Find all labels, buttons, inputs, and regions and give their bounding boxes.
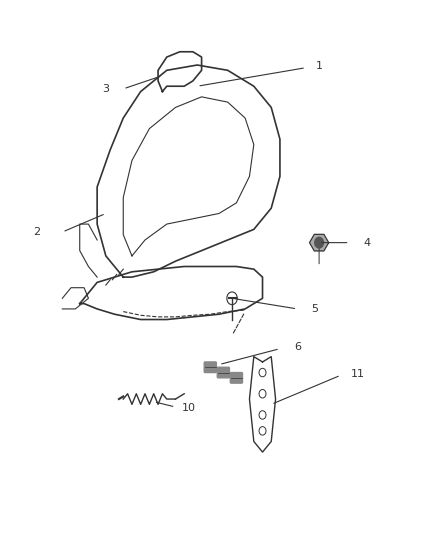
Polygon shape [310,235,328,251]
Circle shape [227,292,237,305]
Text: 5: 5 [311,304,318,314]
FancyBboxPatch shape [217,367,230,378]
Text: 4: 4 [364,238,371,248]
Text: 10: 10 [181,403,195,413]
Text: 2: 2 [33,227,40,237]
Text: 1: 1 [316,61,323,71]
FancyBboxPatch shape [204,362,216,373]
Text: 3: 3 [102,84,110,94]
Text: 6: 6 [294,342,301,352]
Polygon shape [250,357,276,452]
Circle shape [315,237,323,248]
FancyBboxPatch shape [230,373,243,383]
Text: 11: 11 [351,369,365,378]
